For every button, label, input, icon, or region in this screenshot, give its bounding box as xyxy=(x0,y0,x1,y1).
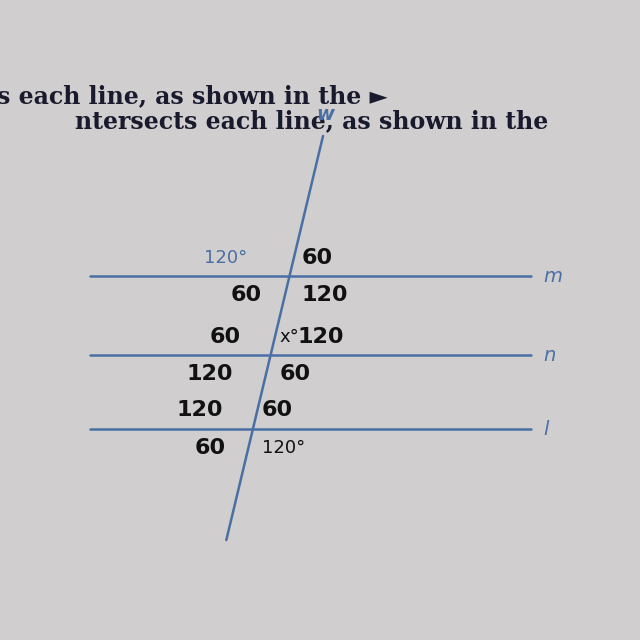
Text: 120: 120 xyxy=(177,401,223,420)
Text: 60: 60 xyxy=(210,326,241,346)
Text: l: l xyxy=(544,420,549,438)
Text: 120: 120 xyxy=(298,326,344,346)
Text: m: m xyxy=(544,267,563,286)
Text: 120°: 120° xyxy=(262,439,305,457)
Text: ntersects each line, as shown in the: ntersects each line, as shown in the xyxy=(75,109,548,133)
Text: 120: 120 xyxy=(302,285,348,305)
Text: w: w xyxy=(317,104,335,124)
Text: 120: 120 xyxy=(187,364,234,384)
Text: 60: 60 xyxy=(231,285,262,305)
Text: x°: x° xyxy=(280,328,300,346)
Text: n: n xyxy=(544,346,556,365)
Text: 60: 60 xyxy=(302,248,333,268)
Text: intersects each line, as shown in the ►: intersects each line, as shown in the ► xyxy=(0,84,388,108)
Text: 120°: 120° xyxy=(204,249,247,267)
Text: 60: 60 xyxy=(280,364,310,384)
Text: 60: 60 xyxy=(195,438,225,458)
Text: 60: 60 xyxy=(262,401,293,420)
